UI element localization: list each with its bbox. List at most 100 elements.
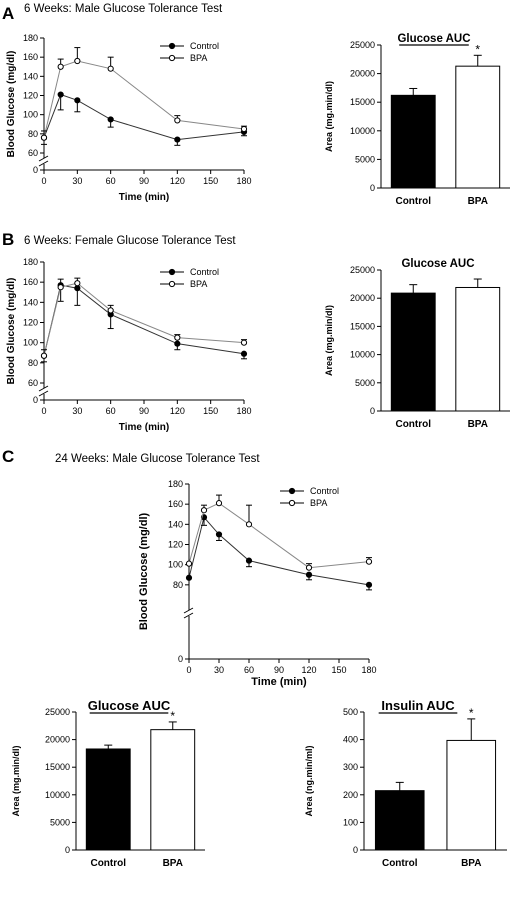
c-line-y-tick-label: 120 <box>168 540 183 550</box>
c-line-series-bpa-point <box>245 521 253 528</box>
b-line-series-control-point <box>74 285 81 292</box>
c-insulin-bar-y-tick-label: 500 <box>343 707 358 717</box>
c-glucose-bar-significance-bpa: * <box>170 709 175 723</box>
b-line-series-bpa-point <box>40 352 48 359</box>
b-line-series-bpa-point <box>74 280 81 287</box>
c-insulin-bar-y-tick-label: 400 <box>343 735 358 745</box>
c-line-x-tick-label: 60 <box>244 665 254 675</box>
c-line-x-tick-label: 180 <box>361 665 376 675</box>
a-bar-y-tick-label: 20000 <box>350 69 375 79</box>
b-line-y-axis-label: Blood Glucose (mg/dl) <box>6 278 17 385</box>
a-line-legend-label-control: Control <box>190 41 219 51</box>
a-line-x-tick-label: 60 <box>106 176 116 186</box>
b-bar-y-tick-label: 10000 <box>350 350 375 360</box>
a-line-series-bpa-point <box>240 125 248 133</box>
a-line-series-control-point <box>174 136 181 143</box>
c-line-legend-label-bpa: BPA <box>310 498 327 508</box>
c-insulin-bar-category-label-control: Control <box>382 858 418 869</box>
a-line-x-tick-label: 180 <box>236 176 251 186</box>
c-line-y-tick-label: 0 <box>178 654 183 664</box>
panel-title-b: 6 Weeks: Female Glucose Tolerance Test <box>24 235 236 247</box>
c-line-y-tick-label: 100 <box>168 560 183 570</box>
a-line-legend-marker-bpa <box>168 54 176 62</box>
b-bar-y-tick-label: 5000 <box>355 378 375 388</box>
a-line-y-tick-label: 120 <box>23 91 38 101</box>
c-insulin-bar-bar-control <box>374 790 425 851</box>
c-line-series-bpa-point <box>185 560 193 567</box>
b-bar-category-label-control: Control <box>395 419 431 430</box>
b-bar-y-axis-label: Area (mg.min/dl) <box>324 305 334 376</box>
b-line-y-tick-label: 80 <box>28 358 38 368</box>
a-line-series-bpa-line <box>43 60 245 138</box>
c-insulin-bar-y-tick-label: 0 <box>353 845 358 855</box>
b-line-x-tick-label: 0 <box>41 406 46 416</box>
a-line-x-tick-label: 0 <box>41 176 46 186</box>
b-bar-bar-bpa <box>455 286 501 412</box>
b-line-axis-break-mark <box>38 390 49 397</box>
a-bar-category-label-control: Control <box>395 196 431 207</box>
b-line-axis-break-mark <box>38 385 49 392</box>
c-glucose-bar-category-label-bpa: BPA <box>163 858 183 869</box>
b-bar-category-label-bpa: BPA <box>468 419 488 430</box>
panel-title-a: 6 Weeks: Male Glucose Tolerance Test <box>24 3 223 15</box>
c-insulin-bar-y-tick-label: 200 <box>343 790 358 800</box>
c-line-axis-break-mark <box>183 607 194 614</box>
a-line-y-tick-label: 60 <box>28 148 38 158</box>
c-line-legend-marker-control <box>288 487 296 495</box>
b-line-x-tick-label: 120 <box>170 406 185 416</box>
c-line-axis-break-mark <box>183 612 194 619</box>
a-line-legend-label-bpa: BPA <box>190 53 207 63</box>
c-line-series-bpa-line <box>188 502 370 569</box>
c-insulin-bar-y-tick-label: 100 <box>343 817 358 827</box>
b-line-series-bpa-point <box>107 307 114 314</box>
b-line-series-bpa-line <box>43 282 245 356</box>
c-glucose-bar-bar-control <box>85 748 131 851</box>
c-glucose-bar-y-tick-label: 0 <box>65 845 70 855</box>
b-bar-y-tick-label: 20000 <box>350 293 375 303</box>
b-line-legend-marker-bpa <box>168 280 176 288</box>
c-line-y-axis-label: Blood Glucose (mg/dl) <box>138 513 150 631</box>
panel-letter-c: C <box>2 447 14 466</box>
a-bar-category-label-bpa: BPA <box>468 196 488 207</box>
c-line-legend-marker-bpa <box>288 499 296 507</box>
a-bar-y-tick-label: 5000 <box>355 154 375 164</box>
c-line-x-tick-label: 90 <box>274 665 284 675</box>
a-line-x-tick-label: 30 <box>72 176 82 186</box>
c-line-x-tick-label: 0 <box>186 665 191 675</box>
b-line-legend-label-control: Control <box>190 267 219 277</box>
panel-letter-a: A <box>2 4 14 23</box>
c-line-series-control-point <box>185 574 193 581</box>
a-line-y-tick-label: 160 <box>23 52 38 62</box>
b-line-y-tick-label: 60 <box>28 378 38 388</box>
a-line-series-bpa-point <box>57 63 64 70</box>
a-line-y-tick-label: 0 <box>33 165 38 175</box>
a-line-series-bpa-point <box>40 134 48 141</box>
c-line-series-control-point <box>245 557 253 564</box>
c-insulin-bar-significance-bpa: * <box>469 706 474 720</box>
b-line-series-control-point <box>174 340 181 347</box>
a-line-x-tick-label: 90 <box>139 176 149 186</box>
b-line-x-tick-label: 180 <box>236 406 251 416</box>
a-bar-y-tick-label: 0 <box>370 183 375 193</box>
a-line-x-tick-label: 120 <box>170 176 185 186</box>
b-line-series-bpa-point <box>57 284 64 291</box>
b-line-series-bpa-point <box>240 339 248 346</box>
c-glucose-bar-y-tick-label: 5000 <box>50 817 70 827</box>
a-line-x-tick-label: 150 <box>203 176 218 186</box>
c-line-series-control-point <box>305 571 313 578</box>
a-bar-y-tick-label: 15000 <box>350 97 375 107</box>
c-line-y-tick-label: 180 <box>168 479 183 489</box>
c-glucose-bar-y-tick-label: 15000 <box>45 762 70 772</box>
a-bar-significance-bpa: * <box>475 42 480 56</box>
a-line-y-tick-label: 100 <box>23 110 38 120</box>
b-line-legend-marker-control <box>168 268 176 276</box>
c-line-series-control-point <box>215 531 223 538</box>
a-line-series-control-point <box>57 91 64 98</box>
c-line-series-control-point <box>365 581 373 588</box>
a-bar-y-tick-label: 25000 <box>350 40 375 50</box>
a-line-y-tick-label: 80 <box>28 129 38 139</box>
c-line-y-tick-label: 160 <box>168 499 183 509</box>
c-glucose-bar-category-label-control: Control <box>90 858 126 869</box>
b-bar-bar-control <box>390 292 436 412</box>
b-line-y-tick-label: 0 <box>33 395 38 405</box>
